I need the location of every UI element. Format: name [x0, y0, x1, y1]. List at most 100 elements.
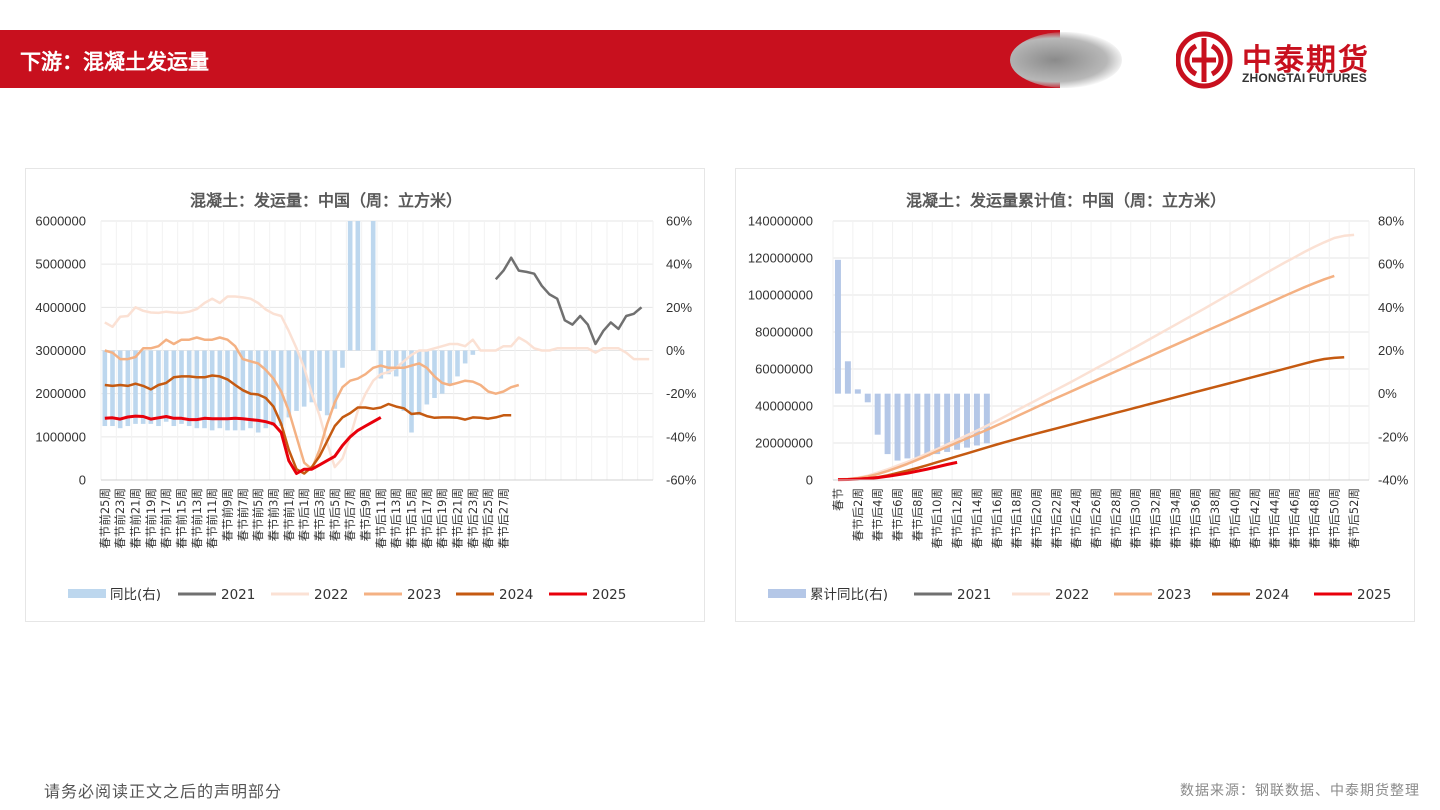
chart-panel-cumulative: 混凝土：发运量累计值：中国（周：立方米） 140000000 120000000 10…: [735, 168, 1415, 622]
bar-同比(右): [347, 221, 353, 351]
bar-同比(右): [340, 350, 345, 368]
bar-累计同比(右): [874, 393, 881, 435]
x-tick-label: 春节后3周: [313, 488, 327, 541]
legend-label: 2025: [1357, 587, 1391, 603]
legend-label: 累计同比(右): [810, 587, 888, 603]
x-tick-label: 春节前17周: [159, 488, 173, 549]
legend-label: 2021: [957, 587, 991, 603]
bar-同比(右): [393, 350, 399, 377]
legend-swatch: [68, 589, 106, 598]
y2-tick-label: 60%: [1378, 257, 1404, 272]
bar-累计同比(右): [884, 393, 891, 455]
bar-累计同比(右): [914, 393, 921, 459]
header-banner: [0, 30, 1060, 88]
bar-同比(右): [225, 350, 230, 431]
x-tick-label: 春节后42周: [1248, 488, 1262, 549]
bar-同比(右): [324, 350, 330, 416]
chart-title: 混凝土：发运量累计值：中国（周：立方米）: [906, 191, 1226, 210]
y-tick-label: 20000000: [755, 436, 813, 451]
bar-同比(右): [332, 350, 338, 409]
series-line-2023: [837, 274, 1335, 481]
x-tick-label: 春节后12周: [950, 488, 964, 549]
x-tick-label: 春节后2周: [851, 488, 865, 541]
y2-tick-label: 0%: [666, 343, 685, 358]
bar-同比(右): [355, 221, 361, 351]
bar-同比(右): [286, 350, 292, 418]
page-title: 下游：混凝土发运量: [20, 50, 209, 74]
bar-同比(右): [278, 350, 284, 427]
x-tick-label: 春节后17周: [420, 488, 434, 549]
chart-panel-weekly: 混凝土：发运量：中国（周：立方米） 6000000 5000000 4000000 30…: [25, 168, 705, 622]
bar-同比(右): [470, 350, 476, 355]
y2-tick-label: 60%: [666, 214, 692, 229]
y2-tick-label: -20%: [1378, 429, 1409, 444]
x-tick-label: 春节后50周: [1327, 488, 1341, 549]
x-tick-label: 春节前7周: [236, 488, 250, 541]
y-tick-label: 2000000: [35, 386, 86, 401]
bar-同比(右): [271, 350, 276, 427]
series-line-2022: [837, 233, 1355, 481]
bar-累计同比(右): [944, 393, 951, 452]
x-tick-label: 春节前3周: [267, 488, 281, 541]
bar-累计同比(右): [964, 393, 970, 448]
bar-同比(右): [455, 350, 460, 377]
disclaimer-note: 请务必阅读正文之后的声明部分: [44, 782, 283, 801]
series-line-2025: [837, 460, 958, 482]
banner-shadow: [1010, 32, 1122, 88]
bar-同比(右): [294, 350, 299, 411]
x-tick-label: 春节后52周: [1347, 488, 1361, 549]
bar-同比(右): [133, 350, 138, 424]
bar-同比(右): [194, 350, 200, 429]
x-tick-label: 春节前23周: [113, 488, 127, 549]
y2-tick-label: 20%: [1378, 343, 1404, 358]
y2-tick-label: -40%: [666, 429, 697, 444]
x-tick-label: 春节后26周: [1089, 488, 1103, 549]
y-tick-label: 120000000: [748, 251, 813, 266]
x-tick-label: 春节后13周: [389, 488, 403, 549]
y2-tick-label: 20%: [666, 300, 692, 315]
x-tick-label: 春节后9周: [359, 488, 373, 541]
legend-label: 2023: [1157, 587, 1191, 603]
x-tick-label: 春节前5周: [251, 488, 265, 541]
bar-同比(右): [317, 350, 322, 411]
bar-累计同比(右): [983, 393, 990, 444]
y-tick-label: 80000000: [755, 325, 813, 340]
bar-同比(右): [409, 350, 414, 433]
bar-累计同比(右): [834, 259, 841, 394]
y-tick-label: 0: [79, 473, 86, 488]
bar-同比(右): [110, 350, 115, 427]
x-tick-label: 春节后11周: [374, 488, 388, 549]
company-logo: 中泰期货 ZHONGTAI FUTURES: [1175, 30, 1416, 92]
bar-累计同比(右): [854, 389, 861, 394]
bar-同比(右): [301, 350, 307, 407]
y-tick-label: 100000000: [748, 288, 813, 303]
bar-同比(右): [217, 350, 223, 429]
y-tick-label: 6000000: [35, 214, 86, 229]
x-tick-label: 春节后7周: [343, 488, 357, 541]
bar-同比(右): [125, 350, 131, 427]
x-tick-label: 春节前21周: [129, 488, 143, 549]
x-tick-label: 春节后28周: [1109, 488, 1123, 549]
bar-同比(右): [171, 350, 177, 427]
y-tick-label: 1000000: [35, 429, 86, 444]
bar-同比(右): [163, 350, 169, 422]
x-tick-label: 春节后23周: [466, 488, 480, 549]
bar-同比(右): [309, 350, 315, 403]
bar-同比(右): [156, 350, 161, 427]
series-line-2024: [837, 356, 1345, 481]
y-tick-label: 40000000: [755, 399, 813, 414]
bar-累计同比(右): [864, 393, 871, 403]
legend-label: 同比(右): [110, 587, 161, 603]
cumulative-shipment-chart: 混凝土：发运量累计值：中国（周：立方米） 140000000 120000000 10…: [748, 191, 1409, 603]
legend-label: 2024: [1255, 587, 1289, 603]
x-tick-label: 春节前9周: [221, 488, 235, 541]
bar-同比(右): [179, 350, 184, 424]
y2-tick-label: 80%: [1378, 214, 1404, 229]
x-tick-label: 春节后34周: [1168, 488, 1182, 549]
bar-累计同比(右): [894, 393, 901, 461]
bar-同比(右): [462, 350, 468, 364]
bar-同比(右): [255, 350, 261, 433]
y2-tick-label: 40%: [666, 257, 692, 272]
x-tick-label: 春节前13周: [190, 488, 204, 549]
bar-累计同比(右): [934, 393, 941, 455]
